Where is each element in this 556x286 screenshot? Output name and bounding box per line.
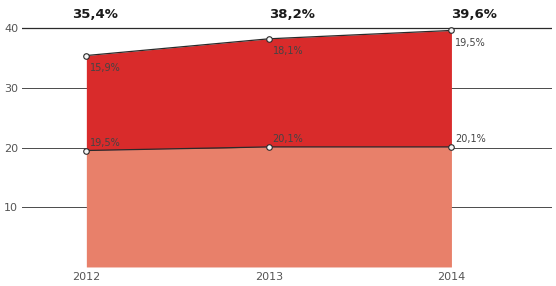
Text: 20,1%: 20,1% [272, 134, 303, 144]
Text: 18,1%: 18,1% [272, 46, 303, 56]
Text: 19,5%: 19,5% [90, 138, 121, 148]
Text: 38,2%: 38,2% [269, 8, 315, 21]
Text: 35,4%: 35,4% [72, 8, 118, 21]
Text: 39,6%: 39,6% [451, 8, 497, 21]
Text: 15,9%: 15,9% [90, 63, 121, 73]
Text: 20,1%: 20,1% [455, 134, 486, 144]
Text: 19,5%: 19,5% [455, 38, 486, 47]
